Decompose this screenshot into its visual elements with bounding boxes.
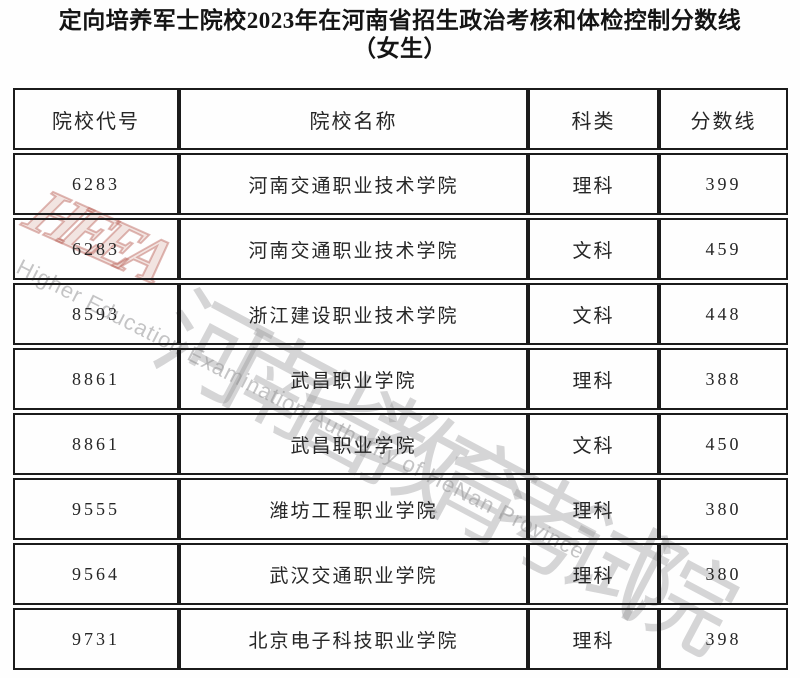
cell-college-name: 潍坊工程职业学院 (179, 478, 528, 540)
cell-subject-category: 文科 (528, 413, 659, 475)
title-line-2: （女生） (353, 36, 447, 61)
header-college-code: 院校代号 (13, 88, 179, 150)
cell-score-line: 380 (659, 543, 788, 605)
cell-college-name: 浙江建设职业技术学院 (179, 283, 528, 345)
cell-score-line: 448 (659, 283, 788, 345)
cell-college-name: 河南交通职业技术学院 (179, 218, 528, 280)
document-title: 定向培养军士院校2023年在河南省招生政治考核和体检控制分数线 （女生） (0, 7, 800, 63)
cell-score-line: 380 (659, 478, 788, 540)
title-line-1: 定向培养军士院校2023年在河南省招生政治考核和体检控制分数线 (58, 8, 742, 33)
header-college-name: 院校名称 (179, 88, 528, 150)
cell-score-line: 399 (659, 153, 788, 215)
cell-college-code: 8861 (13, 348, 179, 410)
cell-college-code: 9555 (13, 478, 179, 540)
cell-college-name: 河南交通职业技术学院 (179, 153, 528, 215)
cell-subject-category: 文科 (528, 218, 659, 280)
cell-subject-category: 理科 (528, 543, 659, 605)
cell-college-code: 6283 (13, 153, 179, 215)
cell-college-name: 北京电子科技职业学院 (179, 608, 528, 670)
cell-college-code: 8593 (13, 283, 179, 345)
cell-college-code: 9564 (13, 543, 179, 605)
header-score-line: 分数线 (659, 88, 788, 150)
cell-subject-category: 理科 (528, 153, 659, 215)
cell-subject-category: 理科 (528, 478, 659, 540)
header-subject-category: 科类 (528, 88, 659, 150)
cell-score-line: 388 (659, 348, 788, 410)
cell-score-line: 398 (659, 608, 788, 670)
cell-score-line: 459 (659, 218, 788, 280)
cell-subject-category: 理科 (528, 608, 659, 670)
cell-score-line: 450 (659, 413, 788, 475)
cell-college-code: 6283 (13, 218, 179, 280)
cell-subject-category: 文科 (528, 283, 659, 345)
cell-college-name: 武汉交通职业学院 (179, 543, 528, 605)
score-table: 院校代号 院校名称 科类 分数线 6283 河南交通职业技术学院 理科 399 6283… (13, 88, 788, 670)
cell-college-code: 9731 (13, 608, 179, 670)
cell-college-code: 8861 (13, 413, 179, 475)
cell-subject-category: 理科 (528, 348, 659, 410)
cell-college-name: 武昌职业学院 (179, 413, 528, 475)
cell-college-name: 武昌职业学院 (179, 348, 528, 410)
